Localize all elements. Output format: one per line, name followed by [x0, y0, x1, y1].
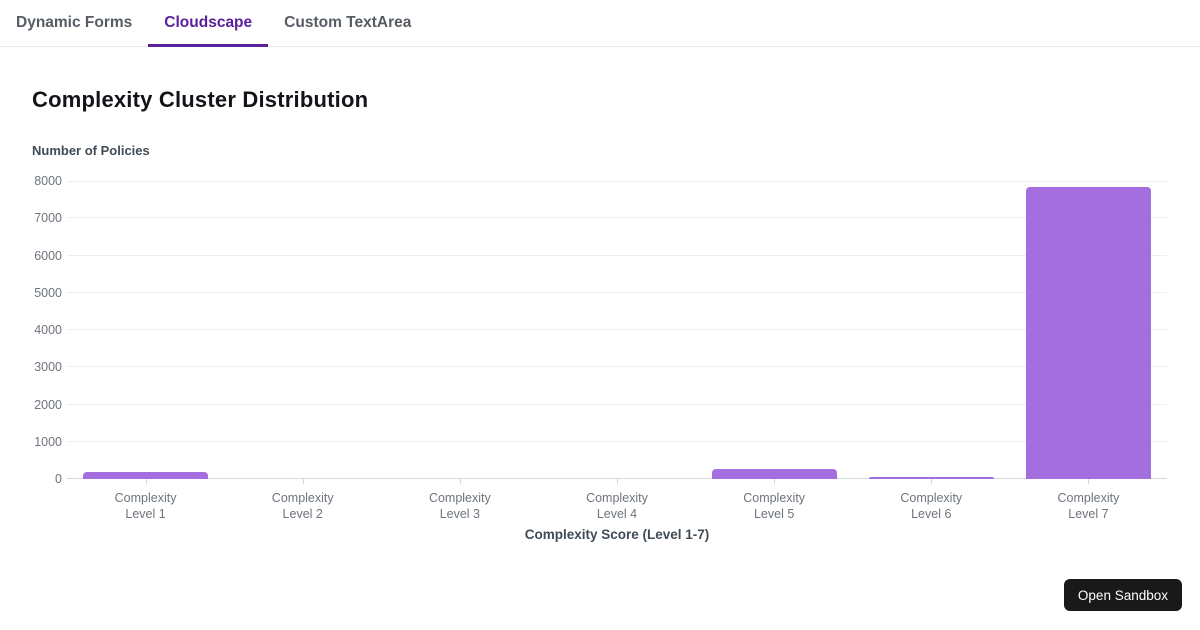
- x-tick: [302, 479, 304, 484]
- y-tick-label: 2000: [34, 397, 62, 412]
- gridline: [67, 329, 1167, 330]
- bar-complexity-level-5[interactable]: [711, 468, 837, 479]
- tab-custom-textarea[interactable]: Custom TextArea: [268, 0, 427, 46]
- tab-label: Dynamic Forms: [16, 14, 133, 31]
- y-tick-label: 3000: [34, 360, 62, 375]
- gridline: [67, 217, 1167, 219]
- tab-bar: Dynamic Forms Cloudscape Custom TextArea: [0, 0, 1200, 47]
- x-tick: [617, 479, 618, 484]
- y-tick-label: 6000: [34, 248, 62, 263]
- x-tick-label: Complexity Level 2: [271, 491, 334, 521]
- bar-complexity-level-1[interactable]: [83, 471, 209, 479]
- x-axis-title: Complexity Score (Level 1-7): [524, 527, 710, 542]
- y-tick-label: 5000: [34, 285, 62, 300]
- open-sandbox-button[interactable]: Open Sandbox: [1063, 579, 1182, 611]
- x-tick-label: Complexity Level 5: [743, 491, 806, 521]
- x-tick: [931, 479, 933, 484]
- tab-dynamic-forms[interactable]: Dynamic Forms: [0, 0, 148, 46]
- y-tick-label: 1000: [34, 434, 62, 449]
- gridline: [67, 440, 1167, 442]
- x-tick: [145, 479, 147, 484]
- tab-label: Cloudscape: [164, 14, 253, 31]
- plot-area: 0 1000 2000 3000 4000 5000 6000 7000 8000 Complex…: [34, 174, 1167, 521]
- tab-cloudscape[interactable]: Cloudscape: [148, 0, 269, 47]
- x-tick-label: Complexity Level 1: [114, 491, 177, 521]
- x-tick: [774, 479, 776, 484]
- tab-label: Custom TextArea: [284, 14, 412, 31]
- bar-complexity-level-7[interactable]: [1025, 186, 1151, 479]
- x-axis-line: [67, 478, 1167, 479]
- x-tick-label: Complexity Level 6: [900, 491, 963, 521]
- y-tick-label: 4000: [34, 323, 62, 337]
- y-tick-label: 7000: [34, 211, 62, 226]
- x-tick: [459, 479, 461, 484]
- page-title: Complexity Cluster Distribution: [32, 87, 369, 112]
- x-tick-label: Complexity Level 3: [428, 491, 491, 521]
- gridline: [67, 291, 1167, 293]
- x-tick-label: Complexity Level 7: [1057, 491, 1120, 521]
- y-tick-label: 8000: [34, 174, 62, 188]
- content: Complexity Cluster Distribution Number o…: [0, 86, 1200, 546]
- bar-complexity-level-6[interactable]: [868, 476, 994, 479]
- gridline: [67, 403, 1167, 405]
- gridline: [67, 181, 1167, 182]
- x-tick-label: Complexity Level 4: [586, 491, 648, 521]
- bar-chart: 0 1000 2000 3000 4000 5000 6000 7000 8000 Complex…: [34, 174, 1167, 546]
- y-axis-title: Number of Policies: [32, 143, 150, 158]
- gridline: [67, 254, 1167, 256]
- gridline: [67, 366, 1167, 368]
- y-tick-label: 0: [55, 472, 62, 486]
- x-tick: [1088, 479, 1090, 484]
